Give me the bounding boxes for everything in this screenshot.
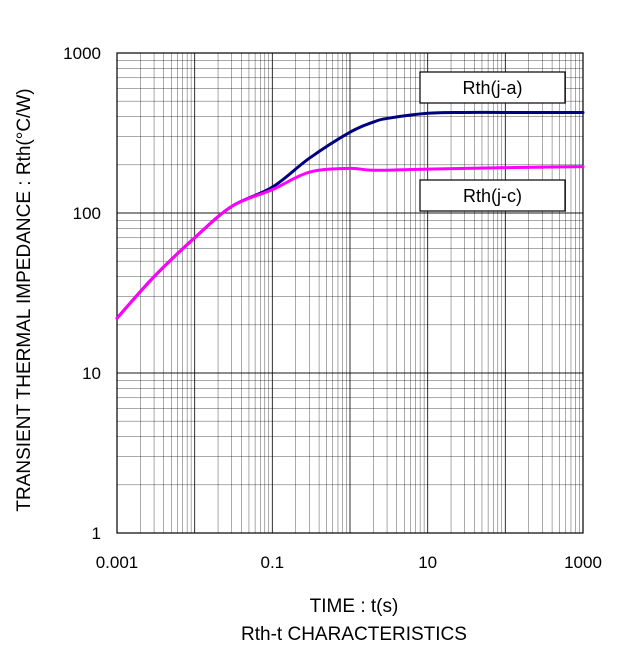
x-tick-label: 1000 <box>564 553 602 572</box>
y-tick-label: 1000 <box>63 44 101 63</box>
y-tick-label: 100 <box>73 204 101 223</box>
legend-box-rth-j-a <box>419 71 566 104</box>
x-tick-label: 10 <box>418 553 437 572</box>
grid <box>116 53 583 534</box>
legend-label-rth-j-c: Rth(j-c) <box>463 186 522 206</box>
ticks: 0.001 0.1 10 1000 1 10 100 1000 <box>63 44 602 572</box>
legend: Rth(j-a) Rth(j-c) <box>419 71 566 212</box>
series-line-rth-j-c <box>115 165 585 320</box>
x-axis-label: TIME : t(s) <box>310 596 399 617</box>
series-layer <box>115 110 585 320</box>
legend-box-rth-j-c <box>419 179 566 212</box>
legend-label-rth-j-a: Rth(j-a) <box>462 78 522 98</box>
plot-frame <box>116 52 584 534</box>
chart-subtitle: Rth-t CHARACTERISTICS <box>241 624 467 645</box>
y-tick-label: 10 <box>82 364 101 383</box>
y-tick-label: 1 <box>92 524 101 543</box>
x-tick-label: 0.001 <box>96 553 139 572</box>
x-tick-label: 0.1 <box>261 553 285 572</box>
y-axis-label: TRANSIENT THERMAL IMPEDANCE : Rth(°C/W) <box>14 88 35 511</box>
